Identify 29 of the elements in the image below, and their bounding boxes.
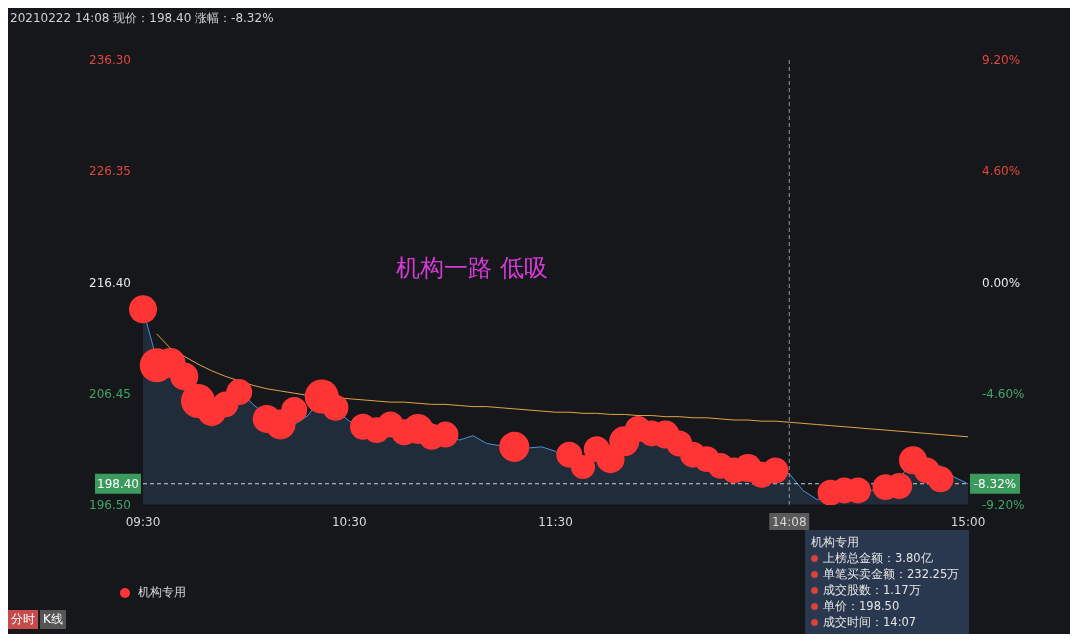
- y2-tick-label: 9.20%: [982, 53, 1021, 67]
- y2-tick-label: -4.60%: [982, 386, 1025, 401]
- text: 成交时间：14:07: [822, 614, 918, 630]
- x-tick-label: 10:30: [331, 515, 367, 529]
- x-tick-label: 14:08: [771, 515, 807, 529]
- y-tick-label: 206.45: [89, 386, 131, 401]
- y-tick-label: 196.50: [89, 498, 131, 512]
- y2-tick-label: -9.20%: [982, 498, 1025, 512]
- text: 单价：198.50: [822, 598, 901, 614]
- legend-label: 机构专用: [137, 584, 186, 601]
- ref-line-label: 198.40: [97, 476, 139, 491]
- text: 分时: [8, 610, 38, 629]
- text: 机构专用: [811, 534, 860, 550]
- y-tick-label: 216.40: [89, 275, 131, 290]
- y2-tick-label: 0.00%: [982, 275, 1021, 290]
- chart-title: 20210222 14:08 现价：198.40 涨幅：-8.32%: [10, 10, 274, 27]
- y2-tick-label: 4.60%: [982, 164, 1021, 179]
- text: 成交股数：1.17万: [822, 582, 922, 598]
- text: K线: [40, 610, 66, 629]
- text: 单笔买卖金额：232.25万: [822, 566, 961, 582]
- line-series: [156, 333, 969, 438]
- x-tick-label: 15:00: [950, 515, 986, 529]
- text: 上榜总金额：3.80亿: [822, 550, 934, 566]
- x-tick-label: 11:30: [538, 515, 573, 529]
- annotation: 机构一路 低吸: [396, 253, 548, 284]
- y-tick-label: 236.30: [89, 53, 131, 67]
- text: -8.32%: [973, 476, 1017, 491]
- x-tick-label: 09:30: [125, 515, 161, 529]
- y-tick-label: 226.35: [89, 164, 131, 179]
